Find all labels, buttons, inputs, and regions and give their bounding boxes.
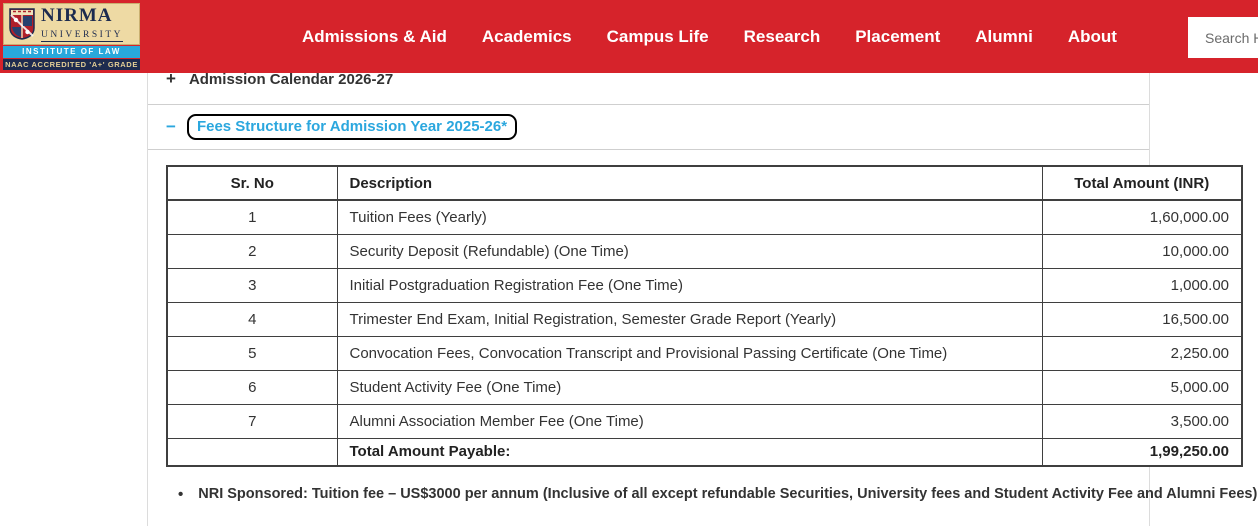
- cell-amount: 1,60,000.00: [1041, 199, 1243, 235]
- logo-name-text: NIRMA: [41, 4, 113, 26]
- top-navigation-bar: NIRMA UNIVERSITY INSTITUTE OF LAW NAAC A…: [0, 0, 1258, 73]
- note-text: NRI Sponsored: Tuition fee – US$3000 per…: [198, 486, 1258, 502]
- logo-panel: NIRMA UNIVERSITY: [3, 3, 140, 45]
- table-row: 3 Initial Postgraduation Registration Fe…: [166, 267, 1243, 303]
- accordion-panel: + Admission Calendar 2026-27 − Fees Stru…: [147, 69, 1258, 526]
- cell-sr-no: 3: [166, 267, 338, 303]
- nri-sponsored-note: • NRI Sponsored: Tuition fee – US$3000 p…: [178, 486, 1258, 504]
- accordion-label-admission-calendar[interactable]: Admission Calendar 2026-27: [188, 71, 394, 88]
- cell-amount: 10,000.00: [1041, 233, 1243, 269]
- university-logo[interactable]: NIRMA UNIVERSITY INSTITUTE OF LAW NAAC A…: [0, 0, 142, 70]
- fees-structure-link[interactable]: Fees Structure for Admission Year 2025-2…: [186, 114, 518, 140]
- university-crest-icon: [9, 8, 35, 40]
- cell-amount: 5,000.00: [1041, 369, 1243, 405]
- cell-description: Tuition Fees (Yearly): [336, 199, 1043, 235]
- cell-sr-no: 5: [166, 335, 338, 371]
- nav-item[interactable]: Academics: [481, 26, 572, 46]
- column-header-description: Description: [336, 165, 1043, 201]
- bullet-icon: •: [178, 486, 184, 503]
- table-row: 5 Convocation Fees, Convocation Transcri…: [166, 335, 1243, 371]
- logo-subname-text: UNIVERSITY: [41, 30, 123, 43]
- accordion-item-fees-structure: − Fees Structure for Admission Year 2025…: [148, 105, 1149, 150]
- cell-sr-no: 1: [166, 199, 338, 235]
- institute-banner: INSTITUTE OF LAW: [3, 46, 140, 58]
- accordion-item-admission-calendar[interactable]: + Admission Calendar 2026-27: [148, 69, 1149, 105]
- total-sr-empty-cell: [166, 437, 338, 467]
- cell-description: Alumni Association Member Fee (One Time): [336, 403, 1043, 439]
- cell-sr-no: 6: [166, 369, 338, 405]
- cell-amount: 2,250.00: [1041, 335, 1243, 371]
- table-row: 6 Student Activity Fee (One Time) 5,000.…: [166, 369, 1243, 405]
- logo-wordmark: NIRMA UNIVERSITY: [41, 6, 123, 43]
- collapse-minus-icon[interactable]: −: [166, 117, 176, 136]
- table-row: 4 Trimester End Exam, Initial Registrati…: [166, 301, 1243, 337]
- table-row: 7 Alumni Association Member Fee (One Tim…: [166, 403, 1243, 439]
- nav-item[interactable]: Placement: [855, 26, 941, 46]
- cell-description: Security Deposit (Refundable) (One Time): [336, 233, 1043, 269]
- cell-amount: 3,500.00: [1041, 403, 1243, 439]
- table-row: 2 Security Deposit (Refundable) (One Tim…: [166, 233, 1243, 269]
- table-row: 1 Tuition Fees (Yearly) 1,60,000.00: [166, 199, 1243, 235]
- fees-table-header-row: Sr. No Description Total Amount (INR): [166, 165, 1243, 201]
- cell-sr-no: 4: [166, 301, 338, 337]
- fees-table: Sr. No Description Total Amount (INR) 1 …: [166, 165, 1243, 467]
- cell-amount: 1,000.00: [1041, 267, 1243, 303]
- expand-plus-icon[interactable]: +: [166, 69, 176, 88]
- column-header-sr-no: Sr. No: [166, 165, 338, 201]
- cell-description: Trimester End Exam, Initial Registration…: [336, 301, 1043, 337]
- nav-item[interactable]: About: [1067, 26, 1117, 46]
- nav-item[interactable]: Alumni: [975, 26, 1033, 46]
- search-input[interactable]: [1188, 17, 1258, 58]
- cell-sr-no: 2: [166, 233, 338, 269]
- nav-item[interactable]: Research: [743, 26, 821, 46]
- cell-sr-no: 7: [166, 403, 338, 439]
- total-label-cell: Total Amount Payable:: [336, 437, 1043, 467]
- total-amount-cell: 1,99,250.00: [1041, 437, 1243, 467]
- cell-description: Initial Postgraduation Registration Fee …: [336, 267, 1043, 303]
- main-nav: Admissions & Aid Academics Campus Life R…: [302, 0, 1117, 73]
- naac-accreditation-banner: NAAC ACCREDITED 'A+' GRADE: [3, 59, 140, 70]
- column-header-total-amount: Total Amount (INR): [1041, 165, 1243, 201]
- nav-item[interactable]: Campus Life: [606, 26, 709, 46]
- cell-amount: 16,500.00: [1041, 301, 1243, 337]
- cell-description: Convocation Fees, Convocation Transcript…: [336, 335, 1043, 371]
- nav-item[interactable]: Admissions & Aid: [302, 26, 447, 46]
- cell-description: Student Activity Fee (One Time): [336, 369, 1043, 405]
- table-total-row: Total Amount Payable: 1,99,250.00: [166, 437, 1243, 467]
